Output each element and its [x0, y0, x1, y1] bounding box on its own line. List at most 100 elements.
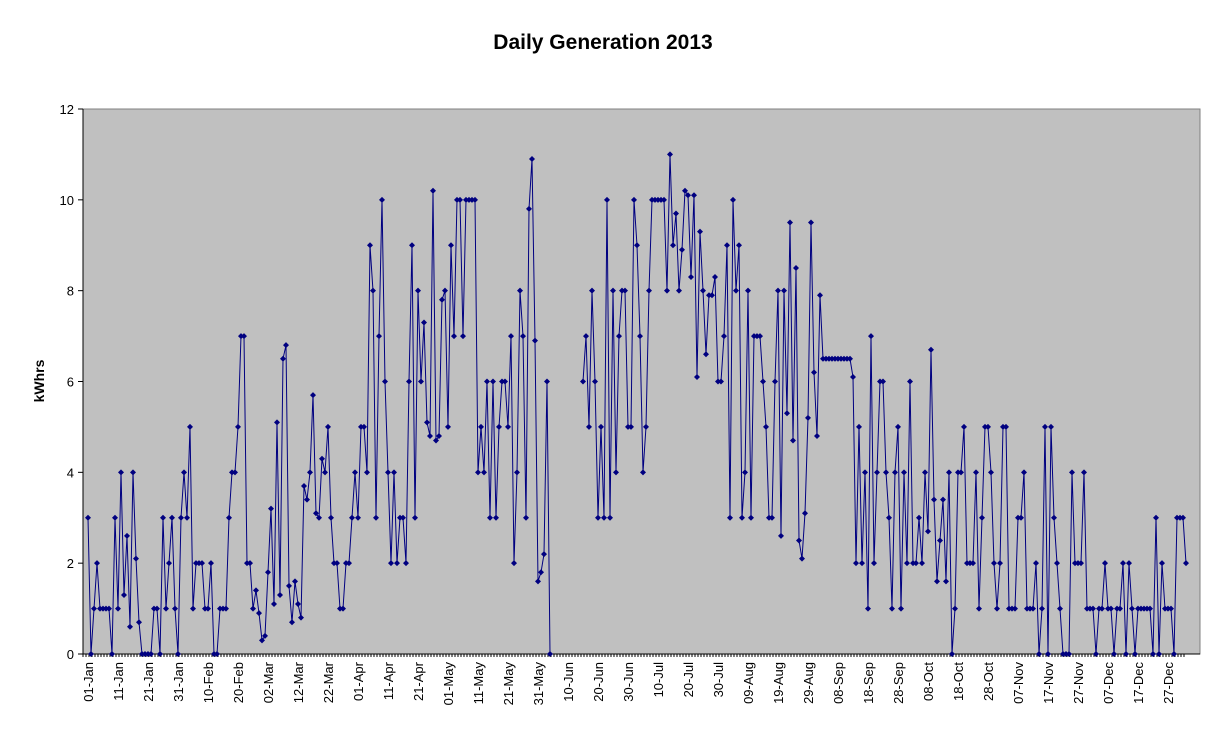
data-point: [1036, 651, 1042, 657]
data-point: [208, 560, 214, 567]
data-point: [1003, 423, 1009, 430]
data-point: [661, 196, 667, 203]
data-point: [235, 423, 241, 430]
x-axis: 01-Jan 11-Jan 21-Jan 31-Jan 10-Feb 20-Feb 02-M…: [81, 653, 1200, 706]
data-point: [643, 423, 649, 430]
y-tick-label: 0: [67, 647, 74, 662]
data-point: [445, 423, 451, 430]
data-point: [433, 437, 439, 444]
data-point: [370, 287, 376, 294]
data-point: [226, 514, 232, 521]
data-point: [736, 242, 742, 249]
data-point: [340, 605, 346, 612]
x-tick-label: 08-Sep: [831, 662, 846, 704]
x-tick-label: 28-Oct: [981, 662, 996, 701]
x-tick-label: 30-Jun: [621, 662, 636, 702]
y-axis: 0 2 4 6 8 10 12: [60, 102, 84, 662]
data-point: [322, 469, 328, 476]
data-point: [1081, 469, 1087, 476]
data-point: [271, 601, 277, 608]
data-point: [1054, 560, 1060, 567]
data-point: [607, 514, 613, 521]
x-tick-label: 01-May: [441, 662, 456, 706]
data-point: [175, 651, 181, 657]
data-point: [703, 351, 709, 358]
x-tick-label: 07-Nov: [1011, 662, 1026, 704]
x-tick-label: 11-May: [471, 662, 486, 705]
x-tick-label: 01-Jan: [81, 662, 96, 702]
data-point: [385, 469, 391, 476]
x-tick-label: 31-Jan: [171, 662, 186, 702]
data-point: [946, 469, 952, 476]
data-point: [1123, 651, 1129, 657]
chart-title: Daily Generation 2013: [493, 31, 712, 54]
data-point: [976, 605, 982, 612]
x-tick-label: 17-Dec: [1131, 662, 1146, 704]
data-point: [679, 246, 685, 253]
x-tick-label: 20-Jul: [681, 662, 696, 698]
data-point: [541, 551, 547, 558]
x-tick-label: 07-Dec: [1101, 662, 1116, 704]
data-point: [253, 587, 259, 594]
data-point: [943, 578, 949, 585]
data-point: [529, 155, 535, 162]
data-point: [925, 528, 931, 535]
data-point: [412, 514, 418, 521]
data-point: [418, 378, 424, 385]
data-point: [1066, 651, 1072, 657]
data-point: [874, 469, 880, 476]
data-point: [727, 514, 733, 521]
data-point: [376, 333, 382, 340]
data-point: [328, 514, 334, 521]
data-point: [394, 560, 400, 567]
data-point: [733, 287, 739, 294]
data-point: [745, 287, 751, 294]
data-point: [178, 514, 184, 521]
data-point: [496, 423, 502, 430]
data-point: [280, 355, 286, 362]
x-tick-label: 10-Jul: [651, 662, 666, 698]
data-point: [205, 605, 211, 612]
data-point: [379, 196, 385, 203]
data-point: [796, 537, 802, 544]
data-point: [136, 619, 142, 626]
data-point: [724, 242, 730, 249]
data-point: [274, 419, 280, 426]
data-point: [991, 560, 997, 567]
data-point: [1090, 605, 1096, 612]
data-point: [361, 423, 367, 430]
data-point: [373, 514, 379, 521]
x-tick-label: 10-Feb: [201, 662, 216, 703]
data-point: [778, 532, 784, 539]
data-point: [523, 514, 529, 521]
x-tick-label: 09-Aug: [741, 662, 756, 704]
data-point: [346, 560, 352, 567]
data-point: [1111, 651, 1117, 657]
data-point: [334, 560, 340, 567]
x-tick-label: 21-Apr: [411, 661, 426, 701]
data-point: [352, 469, 358, 476]
data-point: [382, 378, 388, 385]
data-point: [85, 514, 91, 521]
data-point: [790, 437, 796, 444]
data-point: [697, 228, 703, 235]
series-line: [582, 154, 1187, 655]
data-point: [430, 187, 436, 194]
data-point: [622, 287, 628, 294]
data-point: [130, 469, 136, 476]
y-tick-label: 6: [67, 375, 74, 390]
data-point: [277, 591, 283, 598]
data-point: [451, 333, 457, 340]
data-point: [388, 560, 394, 567]
data-point: [817, 292, 823, 299]
data-point: [457, 196, 463, 203]
data-point: [169, 514, 175, 521]
data-point: [544, 378, 550, 385]
data-point: [1033, 560, 1039, 567]
data-point: [673, 210, 679, 217]
data-point: [1048, 423, 1054, 430]
data-point: [163, 605, 169, 612]
data-point: [442, 287, 448, 294]
data-point: [805, 414, 811, 421]
data-point: [1069, 469, 1075, 476]
